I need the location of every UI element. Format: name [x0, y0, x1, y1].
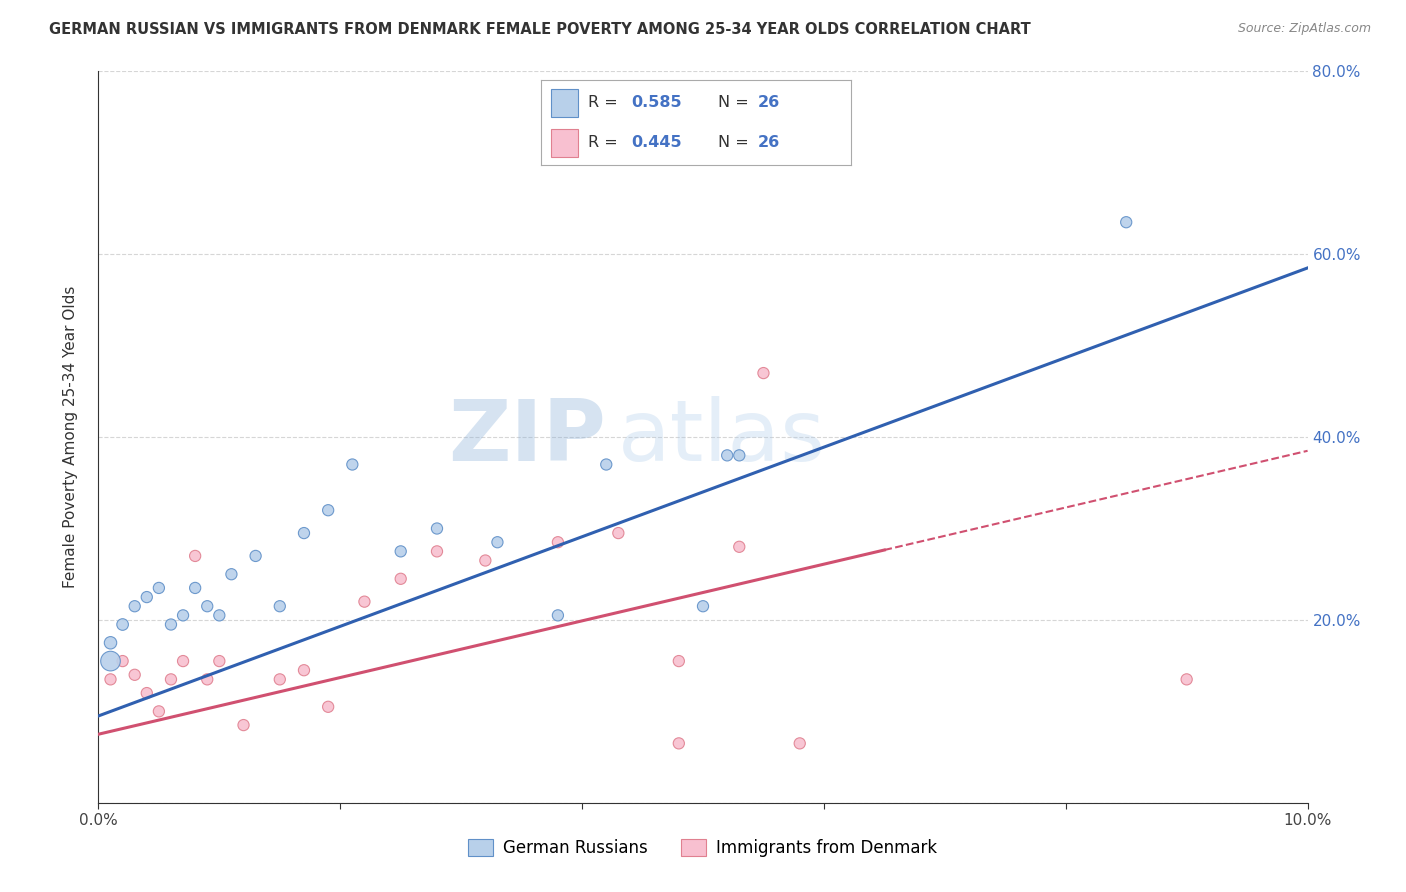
- Point: [547, 535, 569, 549]
- Point: [342, 458, 364, 472]
- Point: [148, 705, 170, 719]
- Point: [716, 448, 738, 462]
- Point: [100, 636, 122, 650]
- Point: [160, 673, 183, 687]
- Point: [195, 599, 218, 614]
- Point: [232, 718, 254, 732]
- Point: [692, 599, 714, 614]
- Point: [668, 654, 690, 668]
- Point: [221, 567, 243, 582]
- Point: [292, 663, 315, 677]
- Text: N =: N =: [717, 95, 754, 111]
- Point: [389, 544, 412, 558]
- Text: 0.585: 0.585: [631, 95, 682, 111]
- Point: [184, 581, 207, 595]
- Point: [426, 544, 449, 558]
- Point: [752, 366, 775, 380]
- Point: [668, 736, 690, 750]
- Text: R =: R =: [588, 135, 623, 150]
- Point: [728, 448, 751, 462]
- Point: [728, 540, 751, 554]
- Point: [148, 581, 170, 595]
- Text: N =: N =: [717, 135, 754, 150]
- Text: 0.445: 0.445: [631, 135, 682, 150]
- Point: [160, 617, 183, 632]
- Point: [607, 526, 630, 541]
- Text: atlas: atlas: [619, 395, 827, 479]
- Point: [426, 521, 449, 535]
- Point: [474, 553, 496, 567]
- Point: [1115, 215, 1137, 229]
- Point: [100, 673, 122, 687]
- Point: [208, 608, 231, 623]
- Text: 26: 26: [758, 135, 780, 150]
- Point: [245, 549, 267, 563]
- Point: [269, 599, 291, 614]
- Text: ZIP: ZIP: [449, 395, 606, 479]
- Legend: German Russians, Immigrants from Denmark: German Russians, Immigrants from Denmark: [461, 832, 945, 864]
- Text: 26: 26: [758, 95, 780, 111]
- Point: [135, 686, 157, 700]
- Point: [208, 654, 231, 668]
- Point: [1175, 673, 1198, 687]
- Point: [124, 599, 146, 614]
- Point: [486, 535, 509, 549]
- Point: [595, 458, 617, 472]
- Point: [316, 503, 339, 517]
- Point: [389, 572, 412, 586]
- Point: [111, 617, 134, 632]
- Bar: [551, 128, 578, 157]
- Bar: [551, 89, 578, 117]
- Point: [789, 736, 811, 750]
- Point: [269, 673, 291, 687]
- Point: [292, 526, 315, 541]
- Text: R =: R =: [588, 95, 623, 111]
- Point: [100, 654, 122, 668]
- Point: [111, 654, 134, 668]
- Point: [124, 667, 146, 681]
- Text: Source: ZipAtlas.com: Source: ZipAtlas.com: [1237, 22, 1371, 36]
- Point: [135, 590, 157, 604]
- Point: [353, 594, 375, 608]
- Point: [195, 673, 218, 687]
- Point: [547, 608, 569, 623]
- Point: [172, 608, 194, 623]
- Y-axis label: Female Poverty Among 25-34 Year Olds: Female Poverty Among 25-34 Year Olds: [63, 286, 77, 588]
- Point: [172, 654, 194, 668]
- Text: GERMAN RUSSIAN VS IMMIGRANTS FROM DENMARK FEMALE POVERTY AMONG 25-34 YEAR OLDS C: GERMAN RUSSIAN VS IMMIGRANTS FROM DENMAR…: [49, 22, 1031, 37]
- Point: [316, 699, 339, 714]
- Point: [184, 549, 207, 563]
